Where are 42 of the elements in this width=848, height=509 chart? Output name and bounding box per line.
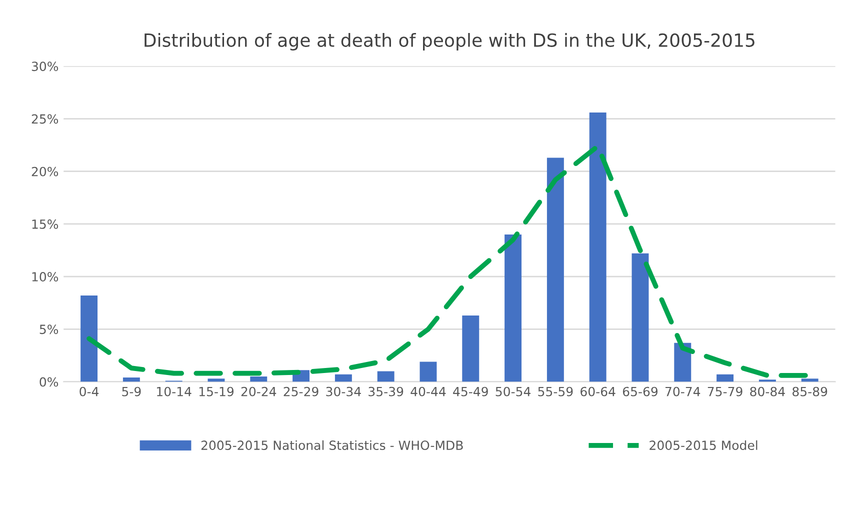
x-tick-label: 85-89 bbox=[792, 386, 828, 396]
x-tick-label: 40-44 bbox=[410, 386, 446, 396]
bar bbox=[632, 253, 649, 382]
bar bbox=[589, 112, 606, 382]
bar bbox=[716, 374, 734, 382]
x-tick-label: 35-39 bbox=[368, 386, 404, 396]
bar bbox=[504, 234, 522, 382]
bar bbox=[334, 374, 352, 382]
bar bbox=[546, 158, 564, 382]
bar bbox=[420, 362, 437, 382]
x-tick-label: 50-54 bbox=[496, 386, 530, 396]
y-tick-label: 0% bbox=[40, 377, 58, 387]
x-tick-label: 20-24 bbox=[241, 386, 276, 396]
x-tick-label: 10-14 bbox=[157, 386, 192, 396]
bar bbox=[80, 295, 98, 382]
x-tick-label: 25-29 bbox=[284, 386, 318, 396]
bar bbox=[801, 378, 818, 382]
x-tick-label: 0-4 bbox=[80, 386, 99, 396]
y-tick-label: 5% bbox=[40, 324, 58, 334]
legend-label: 2005-2015 National Statistics - WHO-MDB bbox=[201, 440, 463, 450]
bar bbox=[208, 378, 225, 382]
y-tick-label: 25% bbox=[32, 114, 58, 124]
y-tick-label: 30% bbox=[32, 62, 58, 72]
bar bbox=[462, 315, 480, 382]
x-tick-label: 55-59 bbox=[538, 386, 573, 396]
x-tick-label: 5-9 bbox=[122, 386, 141, 396]
x-tick-label: 60-64 bbox=[580, 386, 616, 396]
x-tick-label: 80-84 bbox=[750, 386, 785, 396]
x-tick-label: 65-69 bbox=[622, 386, 658, 396]
x-tick-label: 30-34 bbox=[326, 386, 361, 396]
x-tick-label: 15-19 bbox=[199, 386, 234, 396]
chart-title: Distribution of age at death of people with DS in the UK, 2005-2015 bbox=[144, 33, 754, 50]
x-tick-label: 45-49 bbox=[453, 386, 488, 396]
bar bbox=[250, 376, 268, 382]
legend-label: 2005-2015 Model bbox=[650, 440, 758, 450]
y-tick-label: 10% bbox=[32, 272, 58, 282]
x-tick-label: 70-74 bbox=[666, 386, 700, 396]
bar bbox=[122, 378, 140, 382]
x-tick-label: 75-79 bbox=[708, 386, 742, 396]
y-tick-label: 20% bbox=[32, 166, 58, 176]
y-tick-label: 15% bbox=[32, 219, 58, 229]
bar bbox=[377, 371, 394, 382]
